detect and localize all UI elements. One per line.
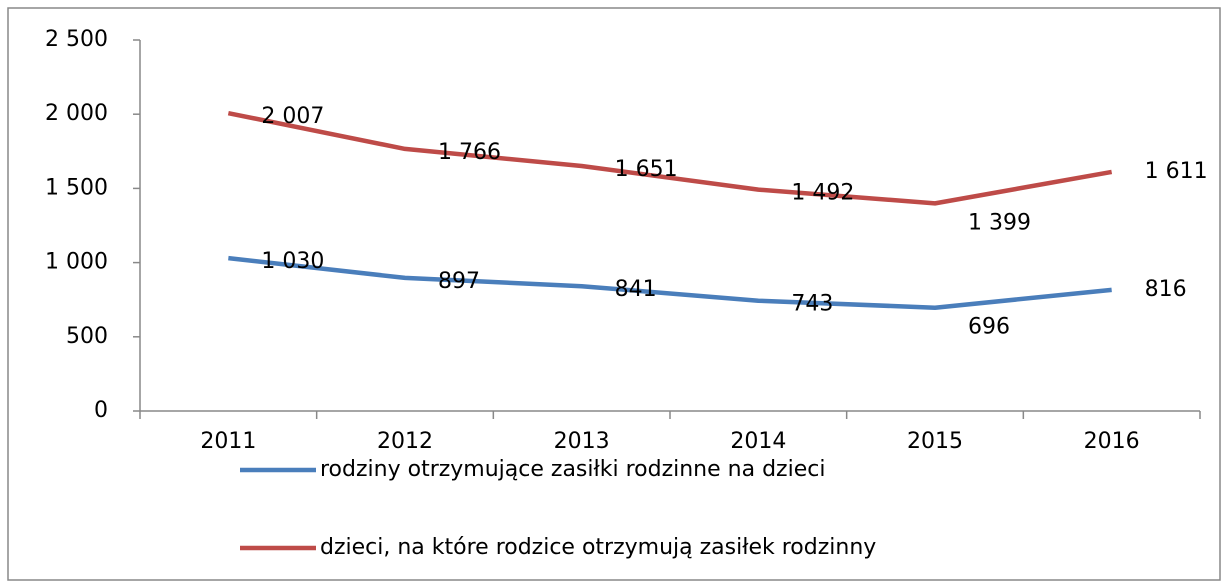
- x-tick-label: 2016: [1084, 429, 1140, 454]
- value-label: 1 399: [968, 210, 1031, 235]
- y-tick-label: 1 500: [45, 175, 108, 200]
- value-label: 696: [968, 315, 1010, 340]
- x-tick-label: 2013: [554, 429, 610, 454]
- value-label: 743: [791, 292, 833, 317]
- legend-label: dzieci, na które rodzice otrzymują zasił…: [320, 535, 876, 560]
- legend-label: rodziny otrzymujące zasiłki rodzinne na …: [320, 457, 825, 482]
- value-label: 897: [438, 269, 480, 294]
- y-tick-label: 500: [66, 324, 108, 349]
- x-tick-label: 2011: [200, 429, 256, 454]
- series-line: [228, 255, 1112, 310]
- series-line: [227, 110, 1113, 206]
- chart-frame: [7, 7, 1221, 581]
- value-label: 2 007: [261, 104, 324, 129]
- value-label: 816: [1145, 277, 1187, 302]
- y-tick-label: 0: [94, 398, 108, 423]
- value-label: 1 492: [791, 181, 854, 206]
- x-tick-label: 2012: [377, 429, 433, 454]
- y-tick-label: 2 500: [45, 27, 108, 52]
- y-tick-label: 2 000: [45, 101, 108, 126]
- value-label: 1 651: [615, 157, 678, 182]
- value-label: 1 030: [261, 249, 324, 274]
- x-tick-label: 2015: [907, 429, 963, 454]
- value-label: 1 766: [438, 140, 501, 165]
- value-label: 1 611: [1145, 159, 1208, 184]
- x-tick-label: 2014: [730, 429, 786, 454]
- y-tick-label: 1 000: [45, 250, 108, 275]
- value-label: 841: [615, 277, 657, 302]
